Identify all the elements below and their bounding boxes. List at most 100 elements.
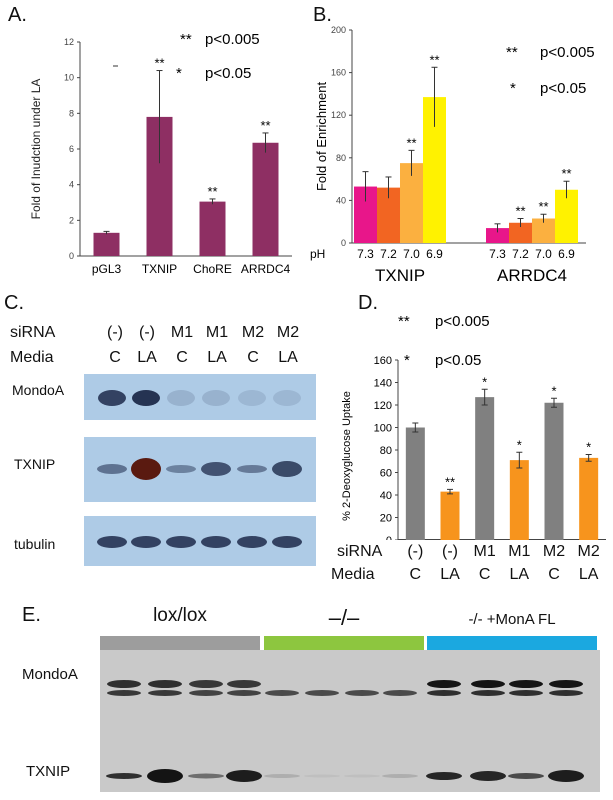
d-ytick-label: 20 (380, 513, 392, 525)
d-significance: ** (445, 474, 455, 489)
b-bar (486, 228, 509, 243)
c-sirna-4: M2 (241, 324, 265, 341)
a-bar (93, 232, 120, 256)
c-sirna-1: (-) (139, 324, 155, 341)
b-bar (509, 222, 532, 243)
a-bar (252, 142, 279, 256)
d-bar (405, 427, 425, 540)
d-ytick-label: 120 (374, 400, 392, 412)
a-bar (199, 201, 226, 256)
e-band-mondoa-lower (227, 690, 261, 696)
d-bar (475, 397, 495, 540)
c-band-tubulin (237, 536, 267, 548)
c-band-mondoa (202, 390, 230, 406)
e-band-txnip (226, 770, 262, 782)
b-ytick-label: 120 (331, 110, 346, 120)
d-sirna-4: M2 (542, 543, 566, 560)
c-band-mondoa (132, 390, 160, 406)
panel-d-media-label: Media (331, 566, 375, 583)
e-band-mondoa-lower (427, 690, 461, 696)
panel-d-sirna-label: siRNA (337, 543, 383, 560)
a-legend-mark: * (176, 65, 182, 82)
e-band-mondoa-upper (471, 680, 505, 688)
d-media-2: C (478, 566, 491, 583)
c-band-tubulin (272, 536, 302, 548)
panel-d-label: D. (358, 292, 378, 314)
d-ytick-label: 80 (380, 445, 392, 457)
c-media-1: LA (137, 349, 157, 366)
e-group-label-0: lox/lox (153, 605, 207, 626)
blot-label-txnip: TXNIP (14, 456, 56, 472)
e-band-txnip (147, 769, 183, 783)
d-ytick-label: 40 (380, 490, 392, 502)
c-band-tubulin (201, 536, 231, 548)
d-ytick-label: 100 (374, 423, 392, 435)
b-ph-label: 7.3 (357, 247, 374, 261)
c-media-3: LA (207, 349, 227, 366)
c-media-4: C (247, 349, 259, 366)
a-ytick-label: 0 (69, 251, 74, 261)
a-ytick-label: 4 (69, 180, 74, 190)
e-band-txnip (426, 772, 462, 780)
panel-a-label: A. (8, 4, 27, 26)
a-legend-text: p<0.005 (205, 31, 260, 48)
e-band-mondoa-lower (148, 690, 182, 696)
b-ph-prefix: pH (310, 247, 325, 261)
e-band-txnip (508, 773, 544, 779)
c-media-5: LA (278, 349, 298, 366)
e-group-bar-0 (100, 636, 260, 650)
blot-e-label-mondoa: MondoA (22, 666, 78, 683)
panel-e-label: E. (22, 604, 41, 626)
c-band-txnip (272, 461, 302, 477)
e-band-mondoa-upper (549, 680, 583, 688)
e-band-txnip (344, 774, 380, 778)
blot-e (100, 650, 600, 792)
b-bar (532, 218, 555, 243)
blot-mondoa (84, 374, 316, 420)
panel-b-label: B. (313, 4, 332, 26)
panel-d-chart: 0 20 40 60 80 100 120 140 160 % 2-Deoxyglucose Up… (341, 313, 606, 540)
b-ph-label: 7.2 (512, 247, 529, 261)
a-category-label: pGL3 (92, 262, 122, 276)
d-bar (579, 457, 599, 540)
panel-a-chart: 0 2 4 6 8 10 12 Fold of Inudction under LA pGL3 *… (29, 31, 292, 276)
e-band-mondoa-lower (509, 690, 543, 696)
e-band-mondoa-lower (305, 690, 339, 696)
e-group-label-2: -/- +MonA FL (468, 611, 556, 628)
d-legend-text: p<0.005 (435, 313, 490, 330)
d-sirna-2: M1 (473, 543, 496, 560)
e-group-bar-2 (427, 636, 597, 650)
e-blot-background (100, 650, 600, 792)
a-category-label: ChoRE (193, 262, 232, 276)
blot-label-tubulin: tubulin (14, 536, 56, 552)
c-band-txnip (166, 465, 196, 473)
b-ytick-label: 40 (336, 195, 346, 205)
b-y-axis-label: Fold of Enrichment (314, 82, 329, 191)
b-significance: ** (561, 166, 571, 181)
blot-txnip (84, 437, 316, 502)
b-significance: ** (406, 135, 416, 150)
d-ytick-label: 60 (380, 468, 392, 480)
e-band-mondoa-lower (107, 690, 141, 696)
d-bar (509, 460, 529, 540)
a-legend-mark: ** (180, 31, 192, 48)
a-significance: ** (154, 56, 164, 71)
a-ytick-label: 12 (64, 37, 74, 47)
b-significance: ** (515, 204, 525, 219)
b-legend-text: p<0.05 (540, 80, 586, 97)
e-band-txnip (304, 774, 340, 778)
b-ytick-label: 160 (331, 68, 346, 78)
blot-label-mondoa: MondoA (12, 382, 65, 398)
c-band-mondoa (273, 390, 301, 406)
e-band-mondoa-upper (189, 680, 223, 688)
e-band-mondoa-lower (549, 690, 583, 696)
e-band-txnip (548, 770, 584, 782)
b-bar (354, 186, 377, 243)
c-band-mondoa (98, 390, 126, 406)
d-ytick-label: 0 (386, 535, 392, 540)
a-category-label: ARRDC4 (241, 262, 291, 276)
d-sirna-0: (-) (407, 543, 424, 560)
c-media-2: C (176, 349, 188, 366)
e-group-bar-1 (264, 636, 424, 650)
b-significance: ** (429, 52, 439, 67)
